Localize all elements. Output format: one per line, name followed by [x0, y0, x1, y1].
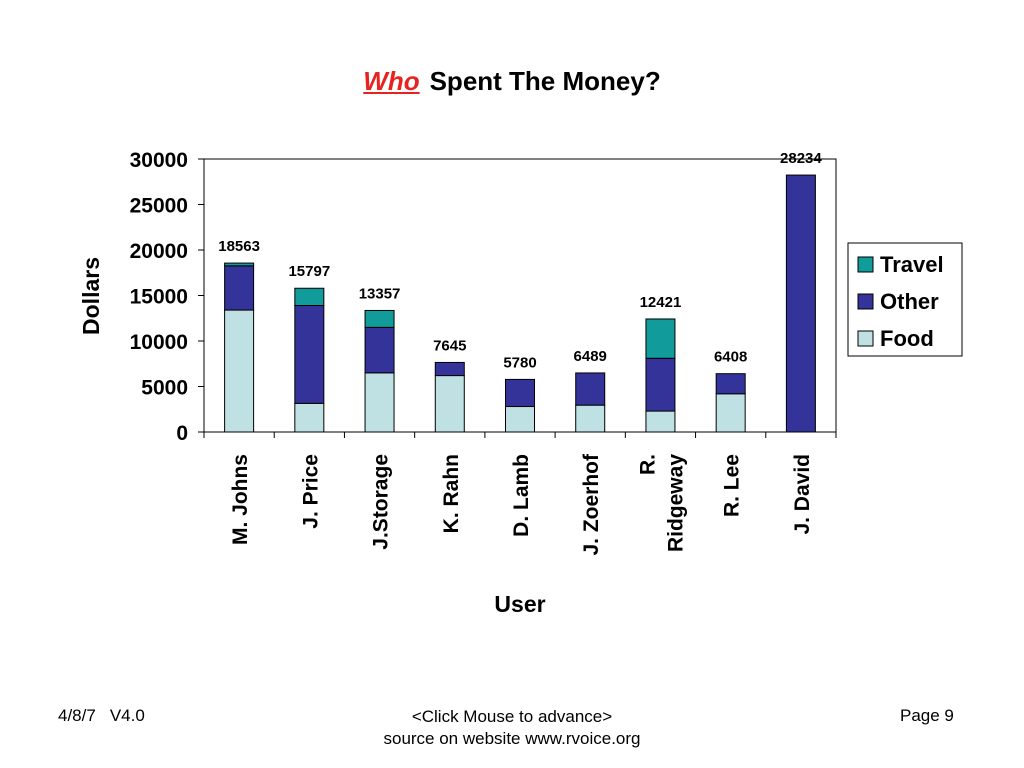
bar-total-label: 15797: [288, 263, 330, 280]
bar-total-label: 13357: [359, 285, 401, 302]
x-category-label: J. Price: [299, 454, 322, 529]
bar-other-7: [715, 373, 746, 395]
x-category-label-line: J. David: [791, 454, 814, 535]
x-category-label-line: D. Lamb: [510, 454, 533, 537]
y-tick-label: 5000: [141, 377, 188, 400]
legend-label-travel: Travel: [880, 252, 944, 277]
x-category-label-line: J.Storage: [370, 454, 393, 550]
legend-swatch-travel: [857, 256, 874, 273]
title-emphasis: Who: [363, 66, 420, 96]
bar-travel-0: [224, 262, 255, 267]
bar-other-0: [224, 265, 255, 311]
bar-food-6: [645, 410, 676, 433]
bar-other-6: [645, 357, 676, 412]
footer-date: 4/8/7: [58, 706, 96, 725]
title-rest: Spent The Money?: [429, 66, 661, 96]
bar-other-2: [364, 326, 395, 374]
bar-total-label: 5780: [503, 354, 536, 371]
x-category-label: J. David: [791, 454, 814, 535]
y-tick-label: 20000: [130, 240, 188, 263]
bar-travel-1: [294, 287, 325, 307]
x-category-label: J. Zoerhof: [580, 453, 603, 556]
bar-total-label: 6489: [574, 348, 607, 365]
y-tick-label: 10000: [130, 331, 188, 354]
y-tick-label: 25000: [130, 195, 188, 218]
x-category-label-line: K. Rahn: [440, 454, 463, 533]
footer-date-version: 4/8/7 V4.0: [58, 706, 159, 726]
x-category-label: R. Ridgeway: [636, 454, 687, 552]
y-axis-title: Dollars: [78, 257, 104, 335]
stacked-bar-chart: 0 5000 10000 15000 20000 25000 30000 18563 M. Jo…: [78, 149, 963, 617]
bar-food-2: [364, 372, 395, 433]
legend-label-food: Food: [880, 326, 934, 351]
bar-food-5: [575, 404, 606, 433]
bar-total-label: 6408: [714, 349, 747, 366]
x-category-label-line: J. Zoerhof: [580, 453, 603, 556]
bar-other-1: [294, 305, 325, 404]
legend-swatch-food: [857, 330, 874, 347]
bar-food-3: [434, 375, 465, 433]
bar-total-label: 28234: [780, 150, 822, 167]
y-tick-label: 0: [176, 422, 188, 445]
x-category-label: R. Lee: [721, 454, 744, 517]
bar-travel-2: [364, 309, 395, 328]
bar-total-label: 7645: [433, 337, 466, 354]
footer-source: source on website www.rvoice.org: [383, 729, 641, 748]
x-category-label: K. Rahn: [440, 454, 463, 533]
x-category-label-line: M. Johns: [229, 454, 252, 545]
footer-page-number: Page 9: [900, 706, 954, 725]
y-tick-label: 30000: [130, 149, 188, 172]
bar-other-4: [505, 378, 535, 408]
x-category-label: J.Storage: [370, 454, 393, 550]
x-category-label: D. Lamb: [510, 454, 533, 537]
bar-food-1: [294, 402, 325, 433]
bar-other-5: [575, 372, 606, 406]
bar-other-8: [785, 174, 816, 433]
footer-center: <Click Mouse to advance> source on websi…: [312, 706, 712, 750]
bar-total-label: 12421: [640, 294, 682, 311]
footer-version: V4.0: [109, 706, 145, 725]
y-tick-label: 15000: [130, 286, 188, 309]
bar-food-0: [224, 309, 255, 433]
x-category-label-line: Ridgeway: [664, 454, 687, 552]
x-axis-title: User: [494, 591, 545, 617]
legend-label-other: Other: [880, 289, 939, 314]
x-category-label: M. Johns: [229, 454, 252, 545]
bar-food-4: [505, 406, 535, 433]
slide-title: Who Spent The Money?: [0, 66, 1024, 97]
footer-advance-hint: <Click Mouse to advance>: [411, 707, 613, 726]
x-category-label-line: R. Lee: [721, 454, 744, 517]
bar-other-3: [434, 361, 465, 377]
bar-food-7: [715, 393, 746, 433]
legend-swatch-other: [857, 293, 874, 310]
x-category-label-line: J. Price: [299, 454, 322, 529]
bar-total-label: 18563: [218, 238, 260, 255]
x-category-label-line: R.: [636, 454, 659, 475]
bar-travel-6: [645, 318, 676, 359]
